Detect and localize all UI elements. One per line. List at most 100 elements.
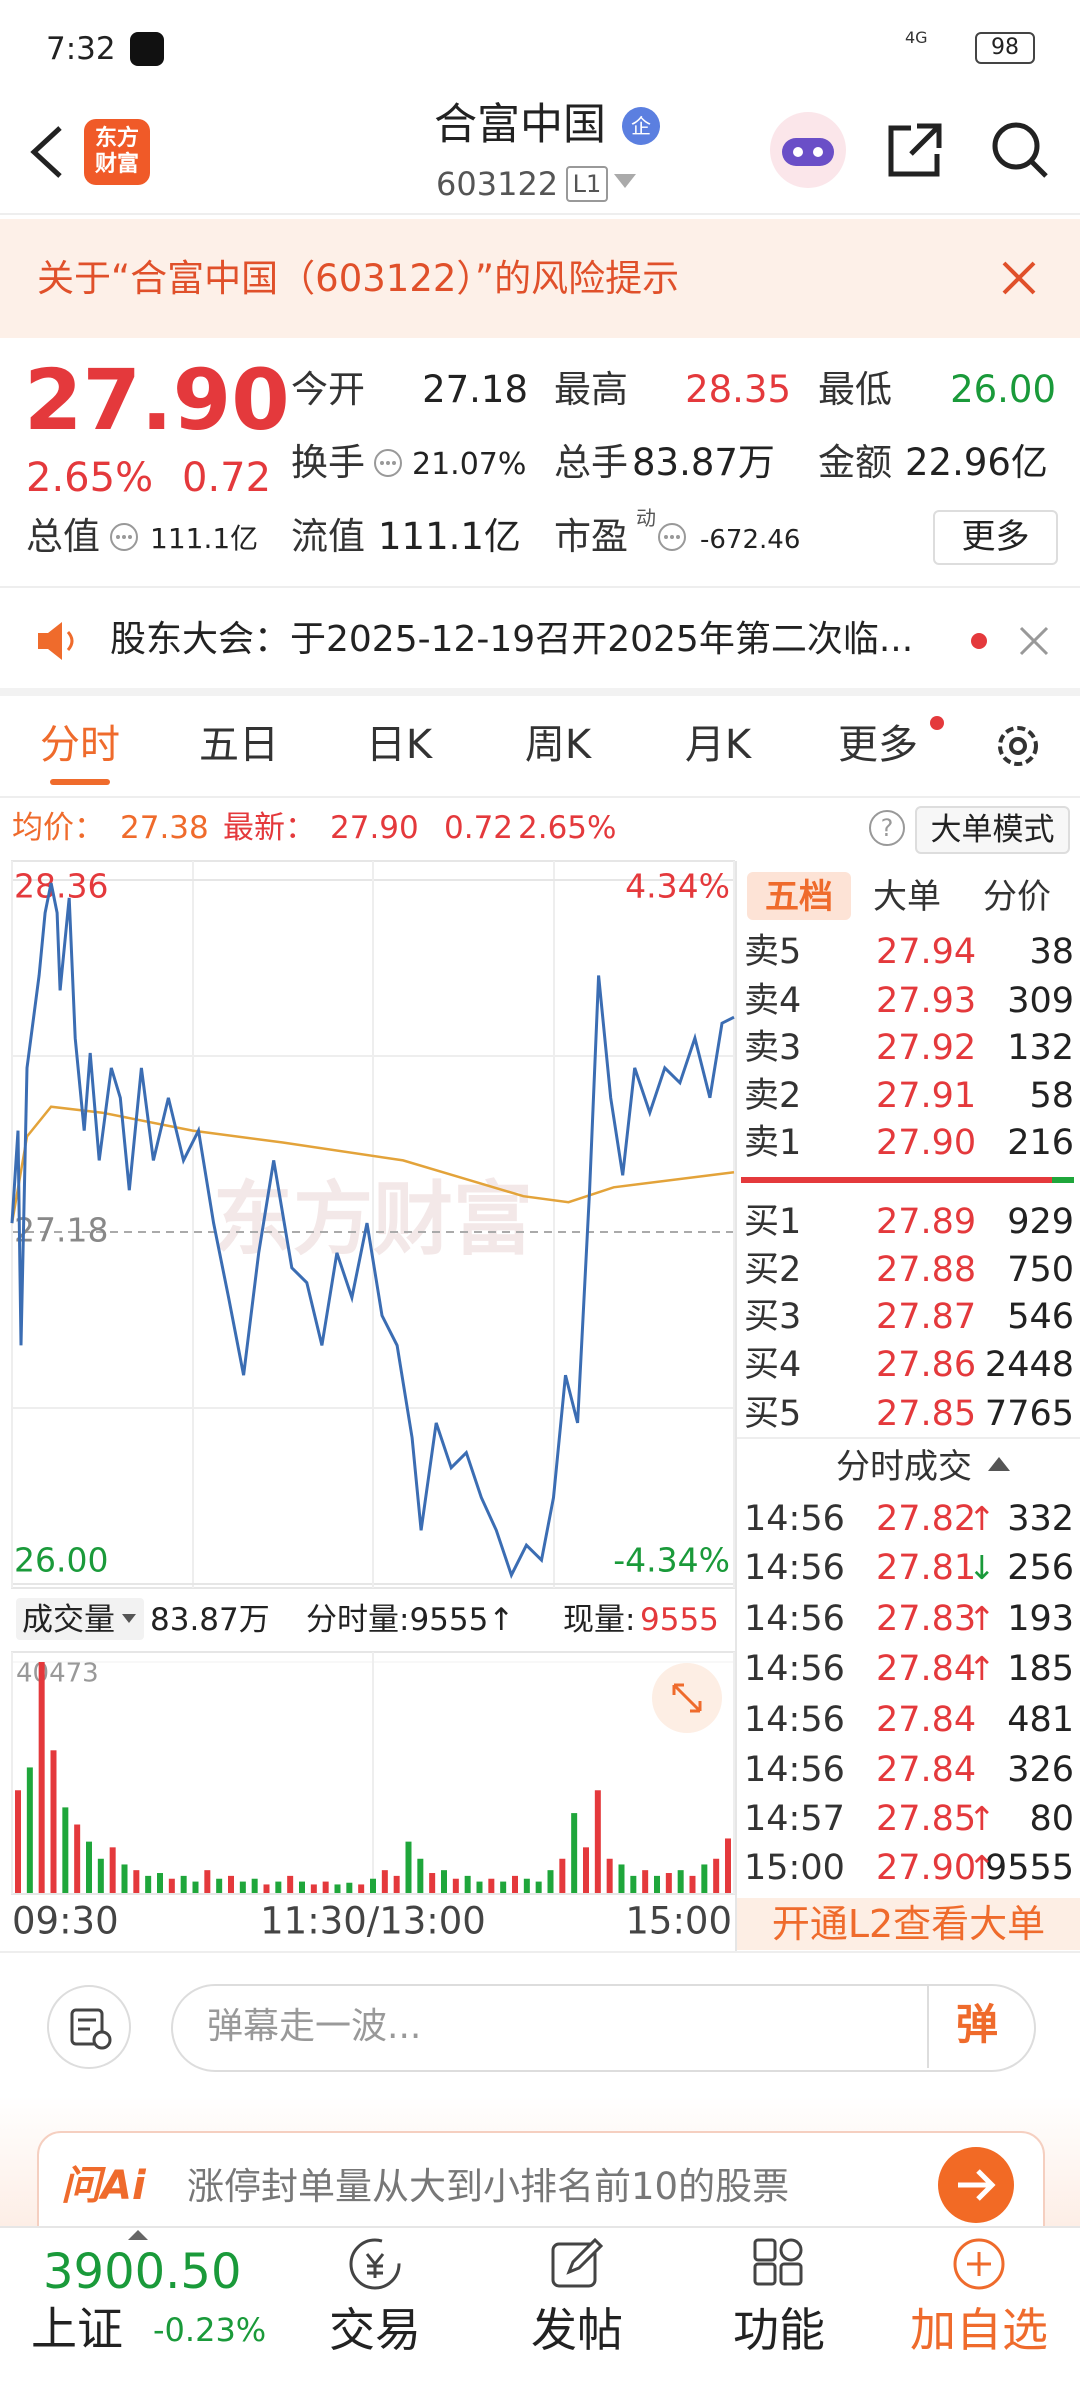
logo[interactable]: 东方 财富 bbox=[84, 119, 150, 185]
unread-dot bbox=[930, 716, 944, 730]
danmaku-toggle[interactable] bbox=[46, 1984, 132, 2070]
stock-code: 603122 bbox=[436, 165, 559, 203]
volume-label[interactable]: 成交量 bbox=[22, 1602, 115, 1638]
book-price: 27.89 bbox=[876, 1202, 977, 1242]
book-price: 27.83 bbox=[876, 1599, 977, 1639]
nav-icon[interactable] bbox=[749, 2236, 809, 2292]
volume-bar bbox=[26, 1767, 33, 1893]
nav-label[interactable]: 加自选 bbox=[910, 2303, 1048, 2357]
nav-label[interactable]: 交易 bbox=[329, 2303, 421, 2357]
book-volume: 216 bbox=[1007, 1123, 1074, 1163]
close-icon[interactable] bbox=[1001, 260, 1037, 296]
book-label: 买2 bbox=[744, 1250, 802, 1290]
l2-promo[interactable]: 开通L2查看大单 bbox=[771, 1902, 1046, 1946]
avg-label: 均价： bbox=[12, 810, 105, 846]
sort-icon[interactable] bbox=[988, 1455, 1010, 1473]
stat-value: 22.96亿 bbox=[905, 441, 1048, 484]
book-volume: 80 bbox=[1029, 1799, 1074, 1839]
book-volume: 193 bbox=[1007, 1599, 1074, 1639]
search-icon[interactable] bbox=[990, 120, 1050, 180]
more-button[interactable]: 更多 bbox=[933, 510, 1058, 565]
tab[interactable]: 日K bbox=[365, 722, 433, 768]
danmaku-button[interactable]: 弹 bbox=[956, 2000, 999, 2049]
tab[interactable]: 月K bbox=[684, 722, 752, 768]
book-tab[interactable]: 五档 bbox=[765, 877, 833, 917]
book-volume: 326 bbox=[1007, 1750, 1074, 1790]
tab-highlight bbox=[747, 872, 851, 920]
assistant-icon[interactable] bbox=[768, 110, 848, 190]
trade-arrow: ↓ bbox=[968, 1548, 996, 1587]
notice-text[interactable]: 股东大会：于2025-12-19召开2025年第二次临... bbox=[110, 619, 914, 660]
volume-bar bbox=[180, 1875, 187, 1893]
volume-bar bbox=[535, 1881, 542, 1893]
trades-title[interactable]: 分时成交 bbox=[836, 1447, 972, 1487]
l2-promo-bg[interactable] bbox=[737, 1898, 1080, 1950]
volume-bar bbox=[381, 1870, 388, 1893]
level[interactable]: L1 bbox=[566, 166, 608, 202]
minute-volume: 分时量:9555↑ bbox=[306, 1602, 515, 1638]
volume-bar bbox=[157, 1873, 163, 1893]
stat-label: 最低 bbox=[818, 368, 892, 411]
ai-go-button[interactable] bbox=[936, 2145, 1016, 2225]
tab[interactable]: 更多 bbox=[838, 722, 918, 768]
book-label: 14:57 bbox=[744, 1799, 845, 1839]
nav-label[interactable]: 发帖 bbox=[531, 2303, 623, 2357]
mode-button[interactable]: 大单模式 bbox=[915, 806, 1070, 854]
current-label: 现量: bbox=[563, 1602, 636, 1638]
book-label: 卖2 bbox=[744, 1076, 802, 1116]
info-icon[interactable] bbox=[108, 521, 140, 553]
x-tick-label: 09:30 bbox=[12, 1900, 119, 1943]
book-price: 27.91 bbox=[876, 1076, 977, 1116]
ai-text[interactable]: 涨停封单量从大到小排名前10的股票 bbox=[187, 2165, 790, 2208]
volume-bar bbox=[713, 1858, 720, 1893]
back-button[interactable] bbox=[24, 122, 68, 182]
close-icon[interactable] bbox=[1018, 625, 1050, 657]
stock-title: 合富中国 bbox=[434, 100, 606, 150]
stat-label: 总值 bbox=[26, 515, 100, 558]
tab[interactable]: 分时 bbox=[40, 722, 120, 768]
risk-text[interactable]: 关于“合富中国（603122）”的风险提示 bbox=[37, 257, 680, 300]
latest-change-pct: 2.65% bbox=[518, 810, 617, 846]
ratio-bar bbox=[741, 1177, 1052, 1183]
volume-bar bbox=[677, 1870, 684, 1893]
volume-bar bbox=[62, 1807, 69, 1893]
divider bbox=[737, 1437, 1080, 1439]
tab[interactable]: 周K bbox=[524, 722, 592, 768]
book-label: 买5 bbox=[744, 1394, 802, 1434]
volume-bar bbox=[689, 1875, 696, 1893]
book-volume: 7765 bbox=[984, 1394, 1074, 1434]
book-tab[interactable]: 分价 bbox=[983, 877, 1051, 917]
logo-line: 东方 bbox=[94, 126, 139, 151]
change: 0.72 bbox=[182, 455, 272, 501]
book-volume: 9555 bbox=[984, 1848, 1074, 1888]
help-icon[interactable]: ? bbox=[869, 810, 905, 846]
index-change[interactable]: -0.23% bbox=[153, 2311, 267, 2349]
index-name[interactable]: 上证 bbox=[31, 2302, 123, 2356]
volume-selector[interactable] bbox=[16, 1598, 144, 1640]
comment-input[interactable] bbox=[171, 1984, 1036, 2072]
nav-label[interactable]: 功能 bbox=[733, 2303, 825, 2357]
book-tab[interactable]: 大单 bbox=[873, 877, 941, 917]
volume-bar bbox=[500, 1881, 507, 1893]
nav-icon[interactable] bbox=[345, 2236, 405, 2292]
info-icon[interactable] bbox=[656, 521, 688, 553]
tab[interactable]: 五日 bbox=[199, 722, 279, 768]
index-value[interactable]: 3900.50 bbox=[43, 2244, 242, 2300]
dropdown-icon[interactable] bbox=[614, 174, 636, 190]
nav-icon[interactable] bbox=[547, 2236, 607, 2292]
watermark: 东方财富 bbox=[213, 1173, 533, 1266]
nav-icon[interactable] bbox=[949, 2236, 1009, 2292]
stat-label: 总手 bbox=[554, 441, 628, 484]
risk-banner[interactable] bbox=[0, 219, 1080, 338]
book-label: 卖3 bbox=[744, 1028, 802, 1068]
book-volume: 2448 bbox=[984, 1345, 1074, 1385]
settings-icon[interactable] bbox=[992, 720, 1044, 772]
dropdown-icon[interactable] bbox=[122, 1614, 136, 1624]
share-icon[interactable] bbox=[885, 120, 945, 180]
volume-bar bbox=[109, 1847, 116, 1893]
info-icon[interactable] bbox=[372, 447, 404, 479]
volume-bar bbox=[97, 1858, 104, 1893]
volume-bar bbox=[571, 1813, 578, 1893]
comment-placeholder[interactable]: 弹幕走一波... bbox=[207, 2006, 422, 2047]
expand-icon[interactable] bbox=[670, 1681, 704, 1715]
